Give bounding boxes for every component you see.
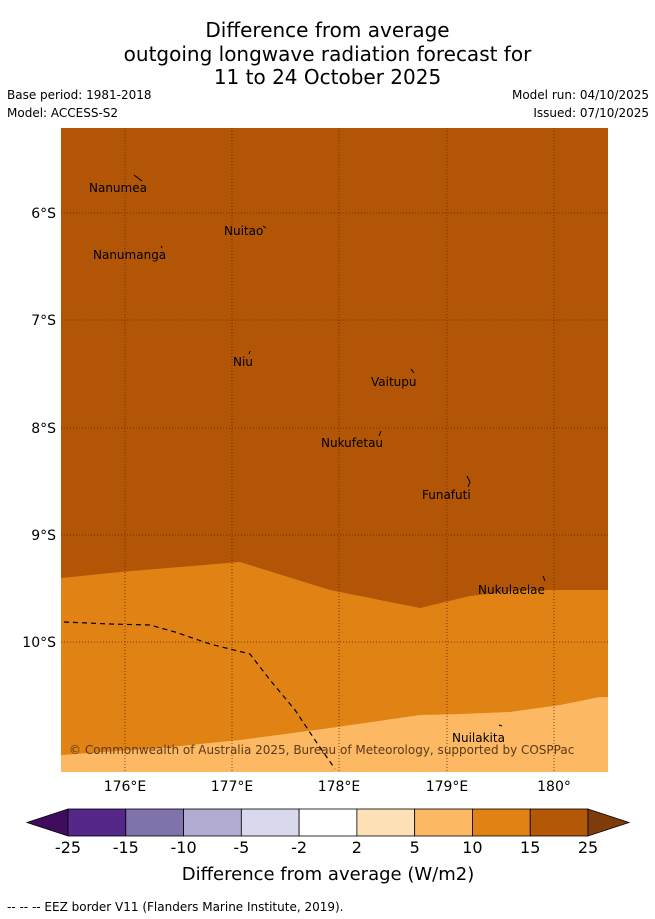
band-5-10 <box>61 697 608 772</box>
lat-tick-10s: 10°S <box>22 635 56 651</box>
eez-legend-text: -- -- -- EEZ border V11 (Flanders Marine… <box>7 900 344 914</box>
island-shapes <box>133 174 546 727</box>
colorbar-segment <box>298 808 358 837</box>
colorbar-tick: -15 <box>113 838 139 857</box>
place-label-funafuti: Funafuti <box>422 488 471 502</box>
nukufetau-island <box>378 430 382 437</box>
lon-tick-177e: 177°E <box>211 779 254 795</box>
vaitupu-island <box>410 368 415 374</box>
colorbar-segment <box>183 808 242 837</box>
colorbar-extend-low <box>25 808 69 837</box>
colorbar-label: Difference from average (W/m2) <box>182 864 474 885</box>
colorbar-segment <box>240 808 300 837</box>
lat-tick-7s: 7°S <box>31 313 56 329</box>
colorbar-segment <box>529 808 589 837</box>
place-label-nukufetau: Nukufetau <box>321 436 383 450</box>
place-label-nuitao: Nuitao <box>224 224 263 238</box>
lon-tick-179e: 179°E <box>426 779 469 795</box>
place-label-nanumanga: Nanumanga <box>93 248 166 262</box>
copyright-text: © Commonwealth of Australia 2025, Bureau… <box>69 743 574 757</box>
colorbar-segment <box>356 808 416 837</box>
lat-tick-6s: 6°S <box>31 206 56 222</box>
lon-tick-178e: 178°E <box>318 779 361 795</box>
colorbar-tick: 25 <box>578 838 598 857</box>
title-line-1: Difference from average <box>205 18 450 42</box>
colorbar-segment <box>414 808 473 837</box>
colorbar-tick: -10 <box>170 838 196 857</box>
title-line-3: 11 to 24 October 2025 <box>213 65 442 89</box>
lat-tick-9s: 9°S <box>31 528 56 544</box>
issued-date: Issued: 07/10/2025 <box>533 106 649 120</box>
colorbar-segment <box>67 808 127 837</box>
nuitao-island <box>262 225 267 229</box>
colorbar-tick: -25 <box>55 838 81 857</box>
model-run: Model run: 04/10/2025 <box>511 88 649 102</box>
model-name: Model: ACCESS-S2 <box>7 106 119 120</box>
lon-tick-176e: 176°E <box>104 779 147 795</box>
nukulaelae-island <box>542 575 546 582</box>
funafuti-island <box>466 475 471 488</box>
colorbar-tick: 10 <box>462 838 482 857</box>
lat-tick-8s: 8°S <box>31 421 56 437</box>
colorbar-segment <box>472 808 531 837</box>
place-label-niu: Niu <box>233 355 253 369</box>
nuilakita-island <box>498 724 503 727</box>
colorbar-tick: -5 <box>233 838 249 857</box>
colorbar-tick: -2 <box>291 838 307 857</box>
lon-tick-180: 180° <box>537 779 571 795</box>
place-label-nuilakita: Nuilakita <box>452 731 505 745</box>
nanumea-island <box>133 174 143 182</box>
gridlines <box>61 128 608 772</box>
colorbar-extend-high <box>587 808 631 837</box>
place-label-nukulaelae: Nukulaelae <box>478 583 545 597</box>
colorbar-tick: 15 <box>520 838 540 857</box>
place-label-nanumea: Nanumea <box>89 181 147 195</box>
colorbar-segment <box>125 808 184 837</box>
title-line-2: outgoing longwave radiation forecast for <box>123 42 532 66</box>
place-label-vaitupu: Vaitupu <box>371 375 417 389</box>
base-period: Base period: 1981-2018 <box>7 88 152 102</box>
colorbar-tick: 5 <box>410 838 420 857</box>
niu-island <box>248 350 251 355</box>
nanumanga-island <box>160 245 163 249</box>
eez-border <box>63 621 336 770</box>
colorbar: -25 -15 -10 -5 -2 2 5 10 15 25 <box>25 808 631 857</box>
colorbar-tick: 2 <box>352 838 362 857</box>
